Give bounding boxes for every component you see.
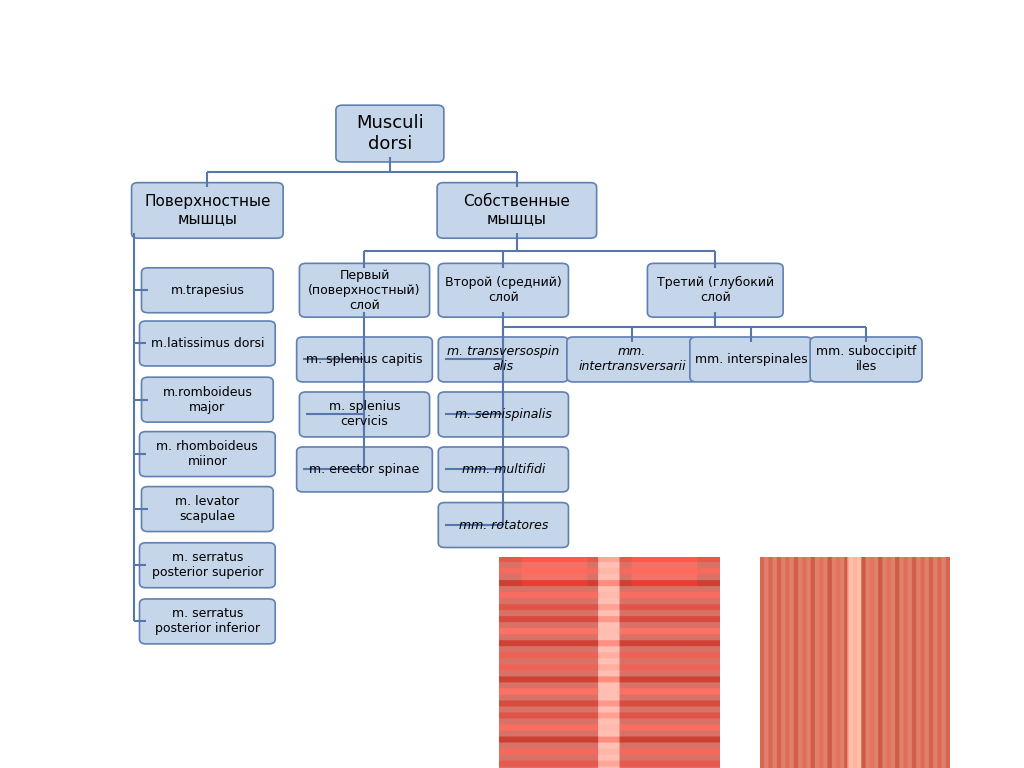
Text: mm.
intertransversarii: mm. intertransversarii xyxy=(579,346,686,373)
Text: m.latissimus dorsi: m.latissimus dorsi xyxy=(151,337,264,350)
FancyBboxPatch shape xyxy=(139,321,275,366)
FancyBboxPatch shape xyxy=(810,337,922,382)
FancyBboxPatch shape xyxy=(139,543,275,588)
FancyBboxPatch shape xyxy=(438,263,568,317)
Text: m.trapesius: m.trapesius xyxy=(170,283,245,296)
FancyBboxPatch shape xyxy=(647,263,783,317)
FancyBboxPatch shape xyxy=(139,599,275,644)
Text: m. transversospin
alis: m. transversospin alis xyxy=(447,346,559,373)
FancyBboxPatch shape xyxy=(141,268,273,313)
FancyBboxPatch shape xyxy=(438,392,568,437)
Text: Поверхностные
мышцы: Поверхностные мышцы xyxy=(144,194,270,227)
Text: m. erector spinae: m. erector spinae xyxy=(309,463,420,476)
Text: m. serratus
posterior superior: m. serratus posterior superior xyxy=(152,551,263,579)
FancyBboxPatch shape xyxy=(139,432,275,476)
Text: Собственные
мышцы: Собственные мышцы xyxy=(464,194,570,227)
FancyBboxPatch shape xyxy=(299,392,430,437)
FancyBboxPatch shape xyxy=(297,447,432,492)
Text: mm. suboccipitf
iles: mm. suboccipitf iles xyxy=(816,346,916,373)
FancyBboxPatch shape xyxy=(438,502,568,548)
Text: m. levator
scapulae: m. levator scapulae xyxy=(175,495,240,523)
Text: m.romboideus
major: m.romboideus major xyxy=(163,386,252,414)
FancyBboxPatch shape xyxy=(336,105,443,162)
Text: Первый
(поверхностный)
слой: Первый (поверхностный) слой xyxy=(308,269,421,312)
FancyBboxPatch shape xyxy=(438,337,568,382)
FancyBboxPatch shape xyxy=(141,487,273,531)
FancyBboxPatch shape xyxy=(437,183,597,238)
Text: m. splenius
cervicis: m. splenius cervicis xyxy=(329,400,400,429)
Text: m. semispinalis: m. semispinalis xyxy=(455,408,552,421)
Text: Третий (глубокий
слой: Третий (глубокий слой xyxy=(656,276,774,304)
FancyBboxPatch shape xyxy=(567,337,697,382)
Text: mm. rotatores: mm. rotatores xyxy=(459,518,548,531)
Text: mm. multifidi: mm. multifidi xyxy=(462,463,545,476)
Text: m. splenius capitis: m. splenius capitis xyxy=(306,353,423,366)
Text: Musculi
dorsi: Musculi dorsi xyxy=(356,114,424,153)
FancyBboxPatch shape xyxy=(438,447,568,492)
FancyBboxPatch shape xyxy=(131,183,284,238)
Text: m. rhomboideus
miinor: m. rhomboideus miinor xyxy=(157,440,258,468)
Text: m. serratus
posterior inferior: m. serratus posterior inferior xyxy=(155,607,260,635)
FancyBboxPatch shape xyxy=(299,263,430,317)
Text: Второй (средний)
слой: Второй (средний) слой xyxy=(445,276,562,304)
FancyBboxPatch shape xyxy=(297,337,432,382)
FancyBboxPatch shape xyxy=(690,337,812,382)
FancyBboxPatch shape xyxy=(141,377,273,422)
Text: mm. interspinales: mm. interspinales xyxy=(694,353,807,366)
